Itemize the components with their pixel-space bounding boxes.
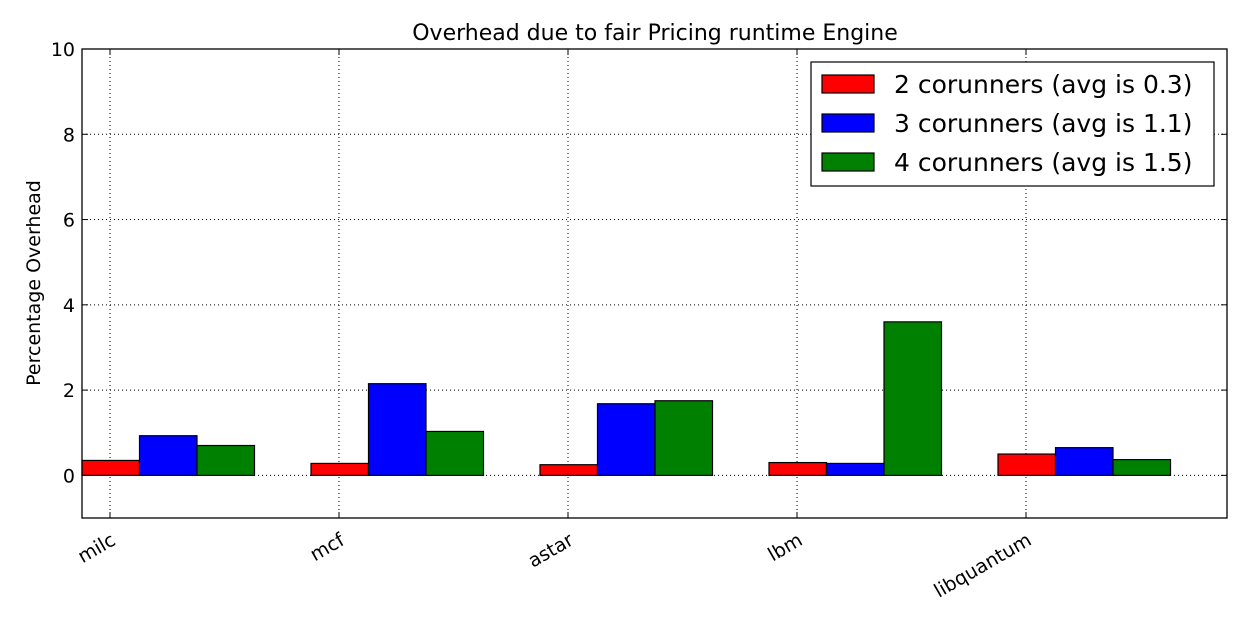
legend-label: 4 corunners (avg is 1.5) [894,148,1192,177]
x-tick-label: astar [524,529,577,572]
y-tick-label: 2 [63,380,75,402]
x-tick-label: lbm [764,529,806,566]
chart-title: Overhead due to fair Pricing runtime Eng… [412,21,898,46]
bar-libquantum-series-1 [997,453,1057,476]
bar-libquantum-series-2 [1054,447,1114,476]
bar-astar-series-2 [596,403,656,476]
bar-astar-series-1 [539,464,599,476]
bar-milc-series-1 [81,459,141,476]
bar-mcf-series-2 [367,383,427,476]
y-tick-label: 6 [63,210,75,232]
bars-group [81,321,1172,476]
y-tick-label: 0 [63,465,75,487]
bar-mcf-series-1 [310,462,370,476]
bar-libquantum-series-3 [1112,458,1172,476]
y-tick-label: 8 [63,124,75,146]
bar-lbm-series-1 [768,461,828,476]
legend-swatch [821,74,875,94]
legend: 2 corunners (avg is 0.3) 3 corunners (avg… [810,61,1215,187]
y-tick-label: 4 [63,295,75,317]
bar-lbm-series-3 [883,321,943,476]
legend-label: 2 corunners (avg is 0.3) [894,70,1192,99]
bar-milc-series-2 [138,435,198,476]
x-tick-label: libquantum [930,529,1035,602]
bar-mcf-series-3 [425,430,485,476]
legend-label: 3 corunners (avg is 1.1) [894,109,1192,138]
legend-swatch [821,113,875,133]
bar-lbm-series-2 [825,462,885,476]
y-axis-label: Percentage Overhead [23,180,45,386]
legend-box [810,61,1215,187]
legend-swatch [821,152,875,172]
y-tick-label: 10 [51,39,75,61]
bar-milc-series-3 [196,444,256,476]
plot-area-frame [81,48,1228,519]
bar-astar-series-3 [654,400,714,476]
x-tick-label: mcf [306,528,349,566]
x-tick-label: milc [74,529,119,568]
